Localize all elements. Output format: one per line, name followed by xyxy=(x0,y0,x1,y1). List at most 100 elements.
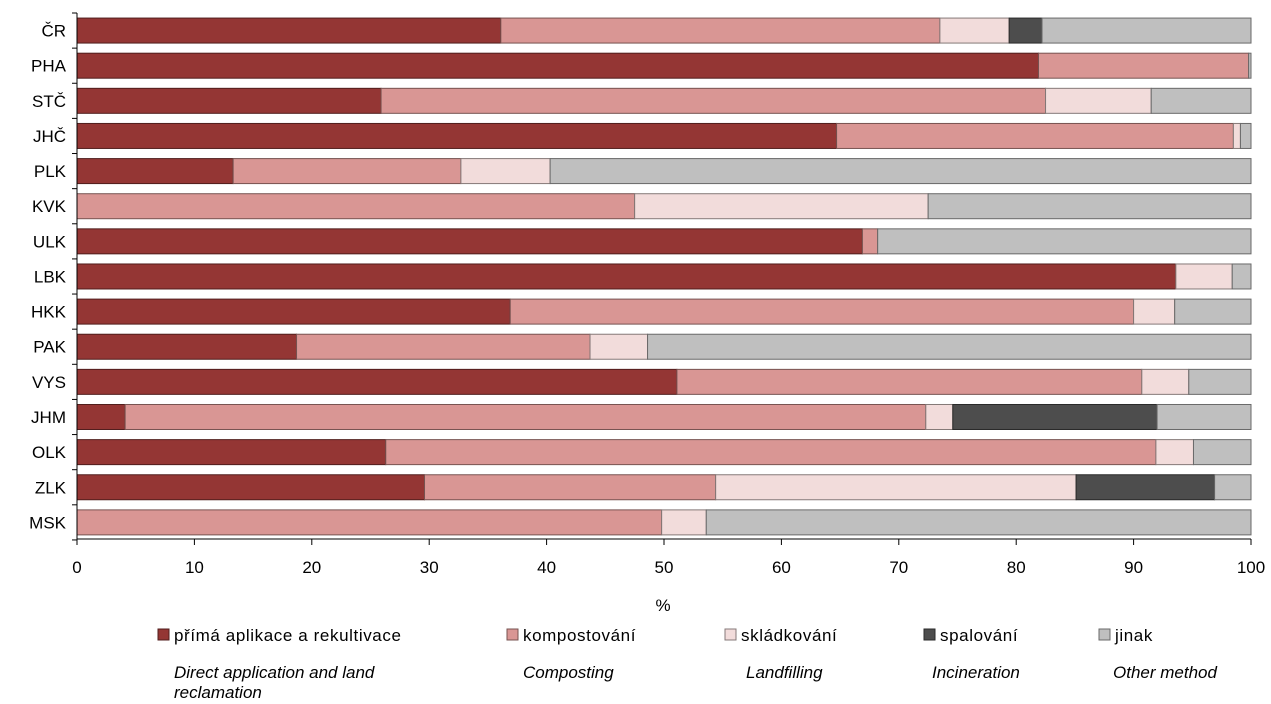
legend-sublabel-prima-aplikace-a-rekultivace: reclamation xyxy=(174,683,262,702)
bar-jhm-prima-aplikace-a-rekultivace xyxy=(76,403,126,430)
bar-vys-kompostovani xyxy=(676,368,1143,395)
bar-stc-kompostovani xyxy=(380,87,1047,114)
bar-jhm-spalovani xyxy=(952,403,1158,430)
category-label-msk: MSK xyxy=(29,513,67,532)
category-label-lbk: LBK xyxy=(34,267,67,286)
legend-sublabel-kompostovani: Composting xyxy=(523,663,614,682)
bar-pak-prima-aplikace-a-rekultivace xyxy=(76,333,298,360)
bar-zlk-jinak xyxy=(1214,474,1252,501)
category-label-hkk: HKK xyxy=(31,303,67,322)
bar-ulk-prima-aplikace-a-rekultivace xyxy=(76,228,863,255)
x-tick-label-70: 70 xyxy=(889,558,908,577)
x-tick-label-60: 60 xyxy=(772,558,791,577)
bar-pha-kompostovani xyxy=(1038,52,1250,79)
legend-swatch-spalovani xyxy=(923,628,936,641)
bars-layer xyxy=(76,17,1252,536)
x-tick-label-0: 0 xyxy=(72,558,81,577)
legend-swatch-skladkovani xyxy=(724,628,737,641)
x-tick-label-30: 30 xyxy=(420,558,439,577)
bar-plk-skladkovani xyxy=(460,158,551,185)
bar-pak-kompostovani xyxy=(296,333,591,360)
bar-olk-kompostovani xyxy=(385,439,1157,466)
x-axis-title: % xyxy=(655,596,670,615)
bar-pak-jinak xyxy=(647,333,1252,360)
x-tick-label-50: 50 xyxy=(655,558,674,577)
bar-msk-jinak xyxy=(705,509,1252,536)
bar-vys-jinak xyxy=(1188,368,1252,395)
category-label-pha: PHA xyxy=(31,57,67,76)
legend-sublabel-prima-aplikace-a-rekultivace: Direct application and land xyxy=(174,663,375,682)
bar-jhm-jinak xyxy=(1156,403,1252,430)
category-labels: ČR PHA STČ JHČ PLK KVK ULK LBK HKK PAK VYS JHM OLK ZL… xyxy=(29,22,67,533)
legend-swatch-jinak xyxy=(1098,628,1111,641)
bar-cr-spalovani xyxy=(1008,17,1043,44)
bar-plk-kompostovani xyxy=(232,158,462,185)
legend-sublabel-spalovani: Incineration xyxy=(932,663,1020,682)
bar-zlk-spalovani xyxy=(1075,474,1216,501)
bar-zlk-kompostovani xyxy=(424,474,717,501)
legend-sublabel-jinak: Other method xyxy=(1113,663,1217,682)
x-tick-label-20: 20 xyxy=(302,558,321,577)
category-label-olk: OLK xyxy=(32,443,67,462)
x-tick-label-100: 100 xyxy=(1237,558,1265,577)
bar-vys-prima-aplikace-a-rekultivace xyxy=(76,368,678,395)
bar-pha-jinak xyxy=(1248,52,1252,79)
category-label-ulk: ULK xyxy=(33,232,67,251)
category-label-zlk: ZLK xyxy=(35,478,67,497)
legend-label-kompostovani: kompostování xyxy=(523,626,636,645)
x-axis: 0 10 20 30 40 50 60 70 80 90 100 xyxy=(72,12,1265,577)
bar-olk-jinak xyxy=(1192,439,1252,466)
legend-sublabel-skladkovani: Landfilling xyxy=(746,663,823,682)
bar-cr-jinak xyxy=(1041,17,1252,44)
category-label-kvk: KVK xyxy=(32,197,67,216)
bar-hkk-skladkovani xyxy=(1133,298,1176,325)
bar-hkk-prima-aplikace-a-rekultivace xyxy=(76,298,511,325)
bar-lbk-jinak xyxy=(1231,263,1252,290)
bar-olk-skladkovani xyxy=(1155,439,1194,466)
bar-cr-kompostovani xyxy=(500,17,941,44)
legend: přímá aplikace a rekultivace Direct appli… xyxy=(157,626,1217,702)
bar-pak-skladkovani xyxy=(589,333,649,360)
x-tick-label-90: 90 xyxy=(1124,558,1143,577)
bar-lbk-prima-aplikace-a-rekultivace xyxy=(76,263,1177,290)
x-tick-label-40: 40 xyxy=(537,558,556,577)
bar-vys-skladkovani xyxy=(1141,368,1190,395)
legend-label-prima-aplikace-a-rekultivace: přímá aplikace a rekultivace xyxy=(174,626,402,645)
bar-stc-jinak xyxy=(1150,87,1252,114)
bar-jhc-kompostovani xyxy=(836,122,1234,149)
bar-stc-skladkovani xyxy=(1045,87,1152,114)
category-label-plk: PLK xyxy=(34,162,67,181)
bar-stc-prima-aplikace-a-rekultivace xyxy=(76,87,382,114)
legend-swatch-kompostovani xyxy=(506,628,519,641)
legend-label-jinak: jinak xyxy=(1114,626,1153,645)
bar-zlk-skladkovani xyxy=(715,474,1077,501)
category-label-jhc: JHČ xyxy=(33,127,66,146)
category-label-pak: PAK xyxy=(33,338,66,357)
bar-kvk-kompostovani xyxy=(76,193,636,220)
bar-jhc-prima-aplikace-a-rekultivace xyxy=(76,122,838,149)
bar-jhc-skladkovani xyxy=(1232,122,1241,149)
bar-zlk-prima-aplikace-a-rekultivace xyxy=(76,474,426,501)
category-label-cr: ČR xyxy=(41,22,66,41)
bar-kvk-skladkovani xyxy=(634,193,929,220)
category-label-stc: STČ xyxy=(32,92,66,111)
bar-msk-skladkovani xyxy=(661,509,707,536)
bar-kvk-jinak xyxy=(927,193,1252,220)
legend-swatch-prima-aplikace-a-rekultivace xyxy=(157,628,170,641)
bar-lbk-skladkovani xyxy=(1175,263,1233,290)
x-tick-label-80: 80 xyxy=(1007,558,1026,577)
bar-hkk-jinak xyxy=(1174,298,1252,325)
bar-cr-prima-aplikace-a-rekultivace xyxy=(76,17,502,44)
category-label-jhm: JHM xyxy=(31,408,66,427)
category-label-vys: VYS xyxy=(32,373,66,392)
bar-jhm-skladkovani xyxy=(925,403,954,430)
bar-plk-prima-aplikace-a-rekultivace xyxy=(76,158,234,185)
x-tick-label-10: 10 xyxy=(185,558,204,577)
bar-plk-jinak xyxy=(549,158,1252,185)
legend-label-spalovani: spalování xyxy=(940,626,1018,645)
bar-olk-prima-aplikace-a-rekultivace xyxy=(76,439,387,466)
bar-hkk-kompostovani xyxy=(509,298,1135,325)
bar-cr-skladkovani xyxy=(939,17,1010,44)
bar-msk-kompostovani xyxy=(76,509,663,536)
